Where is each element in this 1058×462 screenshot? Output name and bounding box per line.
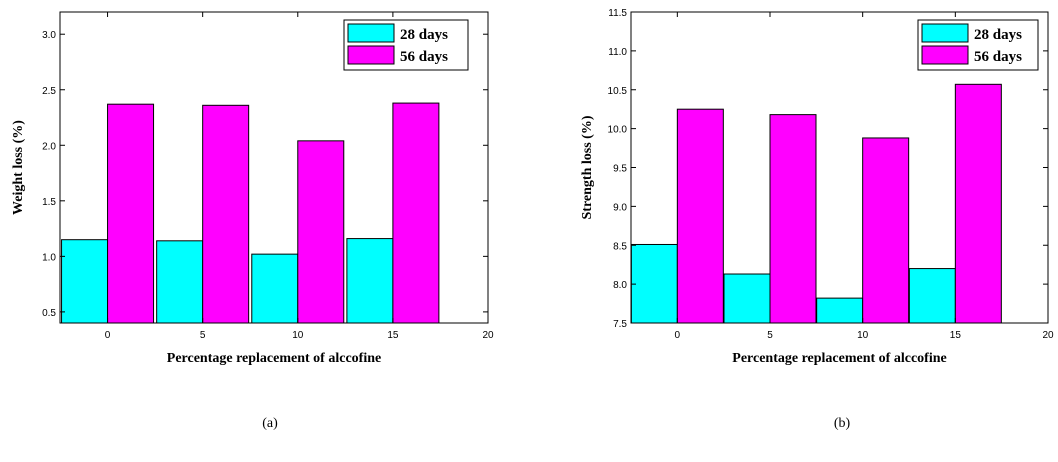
y-tick-label: 2.5 (42, 86, 56, 97)
x-tick-label: 10 (857, 330, 869, 341)
y-axis-title: Weight loss (%) (11, 120, 26, 215)
legend-swatch (921, 45, 969, 65)
bar-28-days-15 (346, 238, 394, 324)
y-tick-label: 1.5 (42, 197, 56, 208)
x-axis-title: Percentage replacement of alccofine (732, 351, 946, 366)
legend: 28 days 56 days (343, 19, 469, 71)
y-tick-label: 10.5 (608, 86, 628, 97)
bar-28-days-0 (630, 243, 678, 324)
panel-caption: (b) (834, 416, 851, 431)
bar-28-days-5 (156, 240, 204, 324)
y-tick-label: 9.0 (613, 202, 627, 213)
bar-56-days-0 (107, 103, 155, 324)
y-tick-label: 8.5 (613, 241, 627, 252)
y-tick-label: 3.0 (42, 30, 56, 41)
bar-56-days-10 (297, 140, 345, 324)
x-axis-title: Percentage replacement of alccofine (167, 351, 381, 366)
y-tick-label: 10.0 (608, 125, 628, 136)
legend-label: 56 days (974, 49, 1022, 65)
legend: 28 days 56 days (917, 19, 1039, 71)
bar-56-days-5 (202, 104, 250, 324)
y-tick-label: 1.0 (42, 252, 56, 263)
panel-caption: (a) (262, 416, 278, 431)
legend-swatch (347, 23, 395, 43)
bar-56-days-15 (954, 83, 1002, 324)
y-tick-label: 11.0 (608, 47, 627, 58)
legend-label: 28 days (974, 27, 1022, 43)
y-tick-label: 0.5 (42, 308, 56, 319)
legend-swatch (347, 45, 395, 65)
x-tick-label: 15 (950, 330, 962, 341)
legend-label: 56 days (400, 49, 448, 65)
y-tick-label: 11.5 (608, 8, 627, 19)
legend-swatch (921, 23, 969, 43)
x-tick-label: 5 (200, 330, 206, 341)
bar-28-days-0 (61, 239, 109, 324)
bar-56-days-5 (769, 114, 817, 324)
bar-28-days-5 (723, 273, 771, 324)
x-tick-label: 15 (387, 330, 399, 341)
x-tick-label: 20 (482, 330, 494, 341)
chart-panel-a: 0.5 1.0 1.5 2.0 2.5 3.0 0 5 10 15 20 Percentage rep… (11, 11, 494, 431)
bar-56-days-10 (862, 137, 910, 324)
bar-28-days-15 (908, 268, 956, 324)
legend-label: 28 days (400, 27, 448, 43)
x-tick-label: 5 (767, 330, 773, 341)
bar-28-days-10 (816, 297, 864, 324)
bar-28-days-10 (251, 253, 299, 324)
x-tick-label: 0 (105, 330, 111, 341)
x-tick-label: 0 (675, 330, 681, 341)
x-tick-label: 10 (292, 330, 304, 341)
x-tick-label: 20 (1042, 330, 1054, 341)
chart-panel-b: 7.5 8.0 8.5 9.0 9.5 10.0 10.5 11.0 11.5 0 5 10 15 20 P… (580, 8, 1054, 431)
y-tick-label: 7.5 (613, 319, 627, 330)
bar-56-days-0 (676, 108, 724, 324)
y-tick-label: 2.0 (42, 141, 56, 152)
y-axis-title: Strength loss (%) (580, 115, 595, 219)
bar-56-days-15 (392, 102, 440, 324)
y-tick-label: 9.5 (613, 164, 627, 175)
y-tick-label: 8.0 (613, 280, 627, 291)
